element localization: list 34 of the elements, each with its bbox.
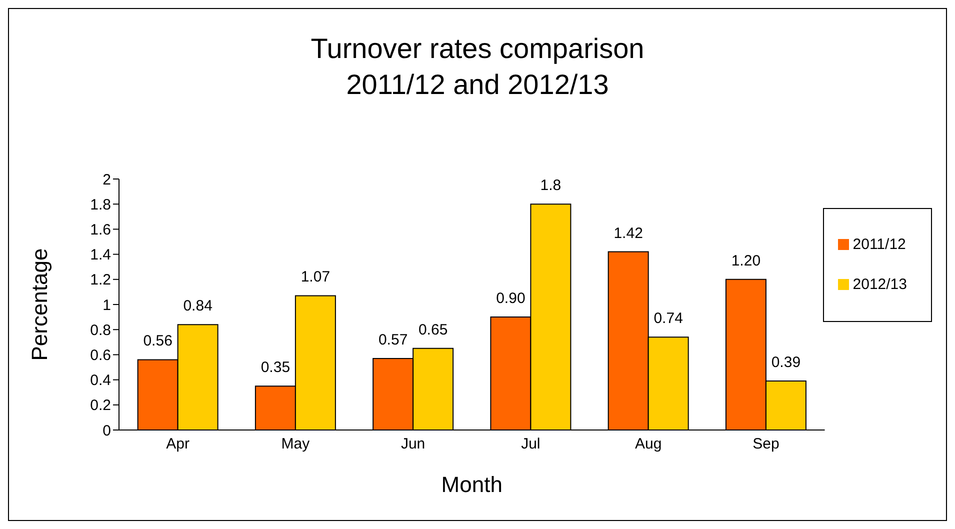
- legend-label: 2011/12: [852, 236, 906, 252]
- data-label: 1.07: [300, 268, 330, 286]
- data-label: 0.57: [378, 331, 408, 348]
- data-label: 0.84: [183, 298, 212, 315]
- data-label: 0.35: [260, 359, 290, 376]
- x-tick-label: Aug: [634, 436, 662, 453]
- data-label: 1.42: [614, 224, 643, 242]
- x-tick-label: Jun: [400, 436, 426, 453]
- data-label: 0.90: [496, 290, 526, 308]
- data-label: 1.8: [540, 177, 562, 194]
- y-tick-label: 0.4: [90, 372, 111, 390]
- y-tick-label: 1.8: [90, 196, 111, 214]
- chart-title: Turnover rates comparison 2011/12 and 2012/13: [310, 32, 646, 102]
- y-tick-label: 1: [102, 296, 111, 314]
- x-tick-label: Jul: [521, 436, 540, 453]
- y-tick-label: 1.4: [90, 246, 111, 264]
- data-label: 0.56: [143, 332, 172, 350]
- y-tick-label: 1.6: [90, 222, 111, 239]
- y-tick-label: 0.6: [90, 347, 111, 364]
- legend-label: 2012/13: [852, 276, 907, 292]
- y-tick-label: 2: [102, 171, 111, 188]
- data-label: 0.74: [654, 310, 683, 328]
- x-tick-label: Apr: [166, 436, 190, 453]
- y-tick-label: 0.8: [90, 322, 111, 339]
- y-tick-label: 0.2: [90, 397, 111, 414]
- x-tick-label: May: [281, 436, 310, 453]
- y-tick-label: 1.2: [90, 272, 111, 289]
- x-axis-title: Month: [441, 472, 502, 497]
- x-tick-label: Sep: [752, 436, 780, 453]
- y-axis-title: Percentage: [26, 248, 52, 361]
- data-label: 0.39: [771, 354, 801, 372]
- data-label: 1.20: [731, 252, 761, 270]
- y-tick-label: 0: [102, 422, 111, 440]
- data-label: 0.65: [418, 321, 448, 338]
